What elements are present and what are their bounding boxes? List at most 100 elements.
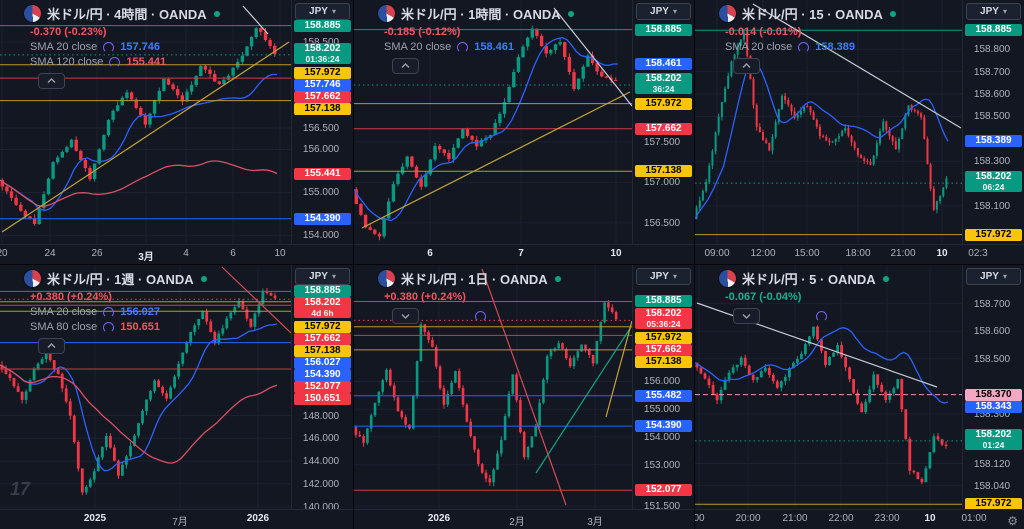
chart-title[interactable]: 米ドル/円 · 1時間 · OANDA bbox=[401, 7, 561, 22]
legend-collapse-button[interactable] bbox=[38, 338, 65, 354]
time-axis[interactable]: 2025 7月 2026 bbox=[0, 509, 353, 529]
chevron-down-icon: ▾ bbox=[331, 7, 336, 16]
time-tick-label: 09:00 bbox=[704, 248, 730, 259]
price-tick-label: 154.000 bbox=[302, 230, 340, 242]
price-change: -0.067 (-0.04%) bbox=[725, 291, 802, 303]
time-tick-label: 12:00 bbox=[750, 248, 776, 259]
chart-panel: 米ドル/円 · 5 · OANDA -0.067 (-0.04%) JPY ▾ 1… bbox=[695, 265, 1024, 529]
price-badge: 157.972 bbox=[965, 498, 1022, 509]
price-axis[interactable]: JPY ▾ 157.500 157.000 156.500 158.885 158.461… bbox=[632, 0, 694, 244]
candlestick-chart[interactable] bbox=[354, 265, 632, 509]
instrument-logo-icon bbox=[378, 5, 395, 22]
price-axis[interactable]: JPY ▾ 158.700 158.600 158.500 158.300 158.120… bbox=[962, 265, 1024, 509]
currency-dropdown[interactable]: JPY ▾ bbox=[636, 3, 691, 20]
price-badge: 157.662 bbox=[294, 333, 351, 346]
chart-panel: 米ドル/円 · 1日 · OANDA +0.380 (+0.24%) JPY ▾ … bbox=[354, 265, 694, 529]
legend-collapse-button[interactable] bbox=[392, 308, 419, 324]
legend-collapse-button[interactable] bbox=[733, 58, 760, 74]
indicator-rows: SMA 20 close 156.027 SMA 80 close 150.651 bbox=[30, 306, 207, 333]
candlestick-chart[interactable] bbox=[354, 0, 632, 244]
price-tick-label: 151.500 bbox=[643, 501, 681, 509]
price-badge: 157.972 bbox=[965, 228, 1022, 241]
time-tick-label: 6 bbox=[427, 248, 433, 259]
market-open-dot-icon bbox=[200, 275, 207, 282]
chart-legend: 米ドル/円 · 1週 · OANDA +0.380 (+0.24%) SMA 2… bbox=[0, 269, 207, 354]
price-tick-label: 155.000 bbox=[643, 404, 681, 416]
currency-dropdown[interactable]: JPY ▾ bbox=[295, 268, 350, 285]
price-tick-label: 144.000 bbox=[302, 456, 340, 468]
price-badge: 157.972 bbox=[635, 97, 692, 110]
chart-legend: 米ドル/円 · 1時間 · OANDA -0.185 (-0.12%) SMA … bbox=[354, 4, 574, 74]
price-badge: 157.662 bbox=[635, 344, 692, 357]
currency-dropdown[interactable]: JPY ▾ bbox=[295, 3, 350, 20]
indicator-row[interactable]: SMA 20 close 157.746 bbox=[30, 41, 161, 53]
indicator-rows: SMA 20 close 157.746 SMA 120 close 155.441 bbox=[30, 41, 220, 68]
indicator-row[interactable]: SMA 80 close 150.651 bbox=[30, 321, 161, 333]
instrument-logo-icon bbox=[24, 270, 41, 287]
chart-title[interactable]: 米ドル/円 · 4時間 · OANDA bbox=[47, 7, 207, 22]
time-axis[interactable]: 00 20:00 21:00 22:00 23:00 10 01:00 bbox=[695, 509, 1024, 529]
price-tick-label: 155.000 bbox=[302, 187, 340, 199]
price-tick-label: 158.600 bbox=[973, 326, 1011, 338]
time-axis[interactable]: 20 24 26 3月 4 6 10 bbox=[0, 244, 353, 264]
candlestick-chart[interactable] bbox=[0, 265, 291, 509]
chart-legend: 米ドル/円 · 15 · OANDA -0.014 (-0.01%) SMA 2… bbox=[695, 4, 896, 74]
indicator-row[interactable]: SMA 20 close 158.389 bbox=[725, 41, 856, 53]
indicator-loading-icon bbox=[457, 41, 469, 53]
price-badge: 152.077 bbox=[294, 381, 351, 394]
indicator-row[interactable]: SMA 20 close 158.461 bbox=[384, 41, 515, 53]
legend-collapse-button[interactable] bbox=[733, 308, 760, 324]
currency-dropdown[interactable]: JPY ▾ bbox=[966, 268, 1021, 285]
time-tick-label: 2026 bbox=[427, 513, 451, 524]
time-axis[interactable]: 2026 2月 3月 bbox=[354, 509, 694, 529]
price-badge: 157.746 bbox=[294, 78, 351, 91]
price-badge: 158.885 bbox=[635, 23, 692, 36]
price-badge: 152.077 bbox=[635, 484, 692, 497]
price-badge: 158.343 bbox=[965, 400, 1022, 413]
indicator-row[interactable]: SMA 20 close 156.027 bbox=[30, 306, 161, 318]
price-axis[interactable]: JPY ▾ 156.000 155.000 154.000 153.000 151.500… bbox=[632, 265, 694, 509]
currency-dropdown[interactable]: JPY ▾ bbox=[636, 268, 691, 285]
candlestick-chart[interactable] bbox=[695, 265, 962, 509]
price-tick-label: 158.300 bbox=[973, 156, 1011, 168]
time-axis-settings-gear-icon[interactable]: ⚙ bbox=[1007, 514, 1018, 528]
time-tick-label: 18:00 bbox=[845, 248, 871, 259]
chart-title[interactable]: 米ドル/円 · 15 · OANDA bbox=[742, 7, 883, 22]
chart-title[interactable]: 米ドル/円 · 1日 · OANDA bbox=[401, 272, 548, 287]
time-tick-label: 3月 bbox=[138, 252, 154, 263]
price-badge: 157.662 bbox=[294, 90, 351, 103]
instrument-logo-icon bbox=[719, 5, 736, 22]
price-badge: 158.885 bbox=[965, 24, 1022, 37]
time-tick-label: 10 bbox=[924, 513, 936, 524]
price-badge: 154.390 bbox=[294, 369, 351, 382]
price-axis[interactable]: JPY ▾ 148.000 146.000 144.000 142.000 140.000… bbox=[291, 265, 353, 509]
legend-collapse-button[interactable] bbox=[38, 73, 65, 89]
time-tick-label: 02:3 bbox=[968, 248, 988, 259]
legend-collapse-button[interactable] bbox=[392, 58, 419, 74]
time-tick-label: 2025 bbox=[83, 513, 107, 524]
currency-dropdown[interactable]: JPY ▾ bbox=[966, 3, 1021, 20]
candlestick-chart[interactable] bbox=[695, 0, 962, 244]
indicator-row[interactable]: SMA 120 close 155.441 bbox=[30, 56, 167, 68]
price-tick-label: 158.800 bbox=[973, 44, 1011, 56]
time-axis[interactable]: 6 7 10 bbox=[354, 244, 694, 264]
price-tick-label: 158.300 bbox=[973, 408, 1011, 420]
price-axis[interactable]: JPY▾ 158.500 156.500 156.000 155.000 154.000… bbox=[291, 0, 353, 244]
time-tick-label: 21:00 bbox=[890, 248, 916, 259]
price-axis[interactable]: JPY ▾ 158.800 158.700 158.600 158.500 158.300… bbox=[962, 0, 1024, 244]
time-tick-label: 22:00 bbox=[828, 513, 854, 524]
time-axis[interactable]: 09:00 12:00 15:00 18:00 21:00 10 02:3 bbox=[695, 244, 1024, 264]
price-badge: 154.390 bbox=[294, 212, 351, 225]
instrument-logo-icon bbox=[719, 270, 736, 287]
chart-panel: 米ドル/円 · 1週 · OANDA +0.380 (+0.24%) SMA 2… bbox=[0, 265, 353, 529]
time-tick-label: 21:00 bbox=[782, 513, 808, 524]
time-tick-label: 10 bbox=[936, 248, 948, 259]
candlestick-chart[interactable] bbox=[0, 0, 291, 244]
time-tick-label: 3月 bbox=[587, 517, 603, 528]
chart-title[interactable]: 米ドル/円 · 5 · OANDA bbox=[742, 272, 876, 287]
market-open-dot-icon bbox=[882, 275, 889, 282]
price-tick-label: 146.000 bbox=[302, 433, 340, 445]
chart-title[interactable]: 米ドル/円 · 1週 · OANDA bbox=[47, 272, 194, 287]
time-tick-label: 24 bbox=[44, 248, 56, 259]
